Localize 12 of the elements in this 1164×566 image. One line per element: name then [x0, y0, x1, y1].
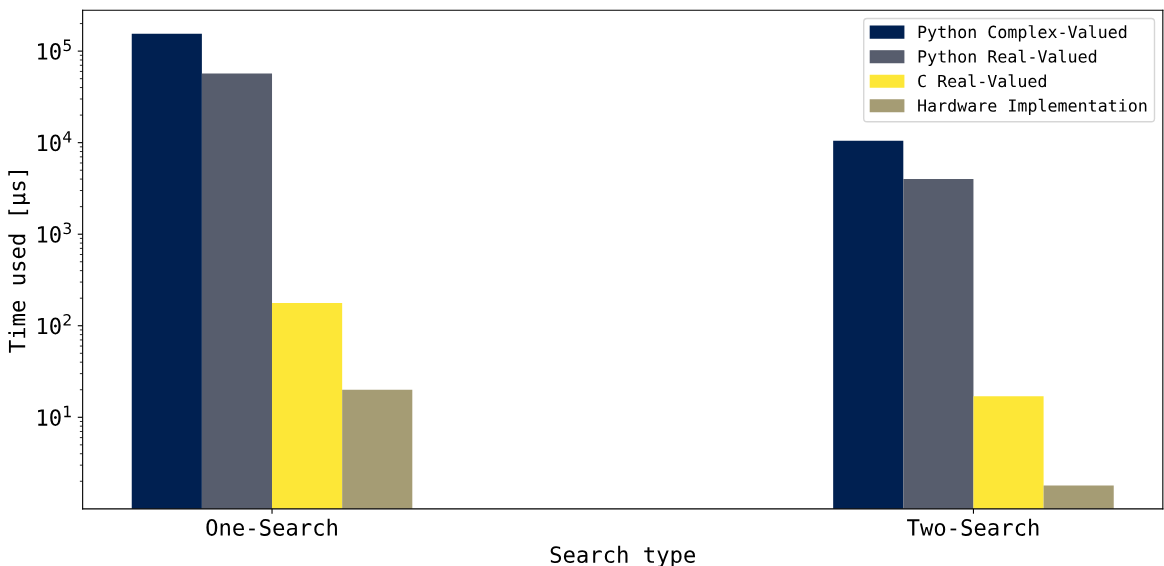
y-tick-label: 10$^{3}$ [38, 222, 71, 243]
x-tick-label: One-Search [206, 518, 337, 536]
legend-label: C Real-Valued [918, 74, 1046, 88]
x-tick-label: Two-Search [907, 518, 1039, 536]
y-tick-label: 10$^{4}$ [38, 131, 72, 152]
legend-label: Hardware Implementation [918, 98, 1147, 116]
y-tick-label: 10$^{2}$ [38, 314, 71, 335]
legend-label: Python Complex-Valued [918, 25, 1127, 42]
legend-label: Python Real-Valued [918, 49, 1097, 66]
y-axis-title: Time used [μs] [8, 170, 30, 353]
y-tick-label: 10$^{5}$ [38, 39, 71, 60]
y-tick-label: 10$^{1}$ [38, 405, 71, 426]
